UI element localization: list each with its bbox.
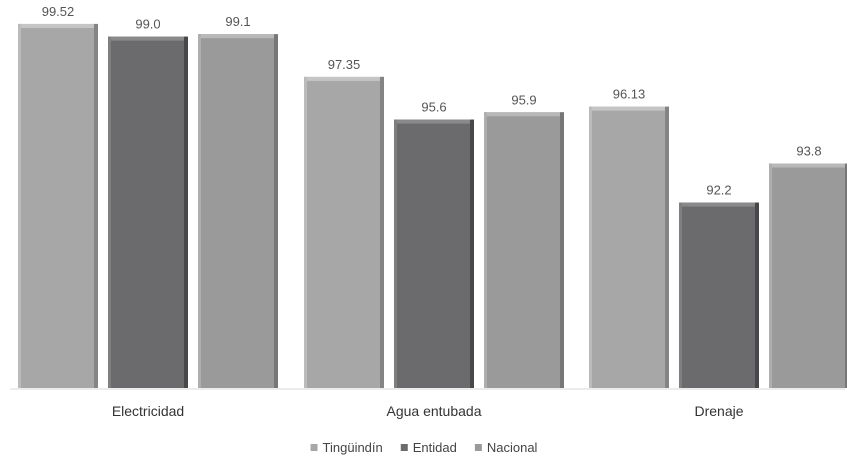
bar-agua-entubada-nacional (484, 112, 564, 388)
bar-bevel-left (108, 36, 111, 388)
bar-bevel-right (560, 112, 564, 388)
bar-bevel-top (484, 112, 564, 117)
data-label-drenaje-tinguindin: 96.13 (613, 87, 646, 102)
bar-electricidad-entidad (108, 36, 188, 388)
bar-group-drenaje-tinguindin (589, 106, 669, 388)
bar-group-drenaje-nacional (769, 163, 847, 388)
legend-swatch-entidad (400, 444, 408, 451)
labels-layer: 99.52 99.0 99.1 97.35 95.6 95.9 96.13 92.2 93.8 (42, 4, 822, 198)
bar-bevel-left (198, 34, 201, 388)
bar-agua-entubada-entidad (394, 119, 474, 388)
bar-bevel-right (755, 202, 759, 388)
data-label-agua-entubada-entidad: 95.6 (421, 100, 446, 115)
legend-label-nacional: Nacional (487, 440, 538, 455)
bar-bevel-top (304, 76, 384, 81)
bar-bevel-left (18, 23, 21, 389)
legend-label-entidad: Entidad (413, 440, 457, 455)
bar-bevel-left (679, 202, 682, 388)
data-label-electricidad-entidad: 99.0 (135, 17, 160, 32)
bar-group-electricidad-nacional (198, 34, 278, 388)
bar-drenaje-nacional (769, 163, 847, 388)
bar-bevel-right (274, 34, 278, 388)
bar-bevel-right (845, 163, 847, 388)
legend: Tingüindín Entidad Nacional (310, 440, 538, 455)
bar-bevel-top (198, 34, 278, 39)
bar-agua-entubada-tinguindin (304, 76, 384, 389)
bar-bevel-left (589, 106, 592, 388)
bar-electricidad-nacional (198, 34, 278, 388)
data-label-drenaje-entidad: 92.2 (706, 183, 731, 198)
bar-bevel-right (94, 23, 98, 389)
bar-bevel-top (769, 163, 847, 168)
bar-bevel-top (589, 106, 669, 111)
data-label-agua-entubada-nacional: 95.9 (511, 92, 536, 107)
bar-bevel-top (679, 202, 759, 207)
data-label-drenaje-nacional: 93.8 (796, 144, 821, 159)
bar-group-agua-entubada-entidad (394, 119, 474, 388)
bar-bevel-top (108, 36, 188, 41)
category-labels: Electricidad Agua entubada Drenaje (112, 403, 744, 419)
bar-bevel-left (484, 112, 487, 388)
bar-bevel-top (394, 119, 474, 124)
bar-bevel-right (184, 36, 188, 388)
bar-group-agua-entubada-tinguindin (304, 76, 384, 389)
bar-electricidad-tinguindin (18, 23, 98, 389)
bar-bevel-left (304, 76, 307, 389)
data-label-electricidad-nacional: 99.1 (225, 14, 250, 29)
category-label-drenaje: Drenaje (694, 403, 743, 419)
bar-group-electricidad-tinguindin (18, 23, 98, 389)
bar-bevel-right (380, 76, 384, 389)
bar-drenaje-tinguindin (589, 106, 669, 388)
bar-group-agua-entubada-nacional (484, 112, 564, 388)
bar-bevel-top (18, 23, 98, 28)
bar-bevel-right (665, 106, 669, 388)
category-label-electricidad: Electricidad (112, 403, 184, 419)
legend-label-tinguindin: Tingüindín (323, 440, 383, 455)
data-label-electricidad-tinguindin: 99.52 (42, 4, 75, 19)
legend-swatch-nacional (474, 444, 482, 451)
legend-swatch-tinguindin (310, 444, 318, 451)
bar-drenaje-entidad (679, 202, 759, 388)
data-label-agua-entubada-tinguindin: 97.35 (328, 57, 361, 72)
bar-bevel-left (769, 163, 772, 388)
bar-bevel-right (470, 119, 474, 388)
bar-group-electricidad-entidad (108, 36, 188, 388)
category-label-agua-entubada: Agua entubada (387, 403, 482, 419)
bar-bevel-left (394, 119, 397, 388)
bars-layer (18, 23, 847, 389)
bar-group-drenaje-entidad (679, 202, 759, 388)
